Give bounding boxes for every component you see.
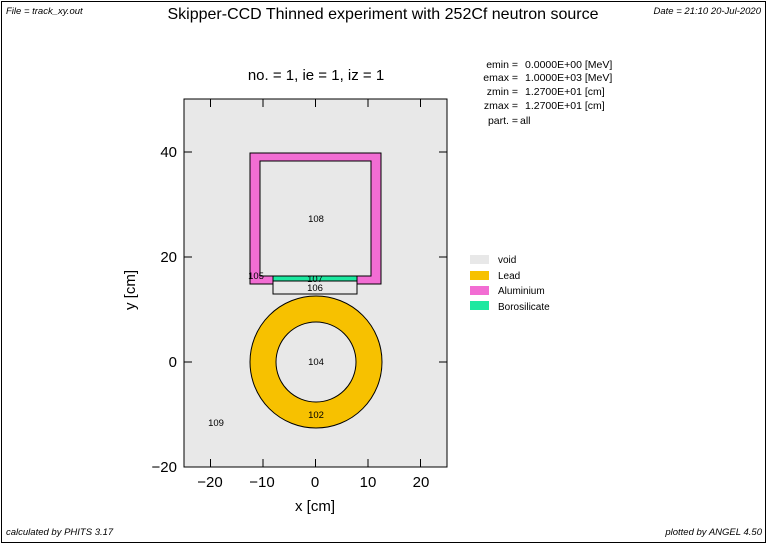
file-label: File = track_xy.out <box>6 6 83 17</box>
legend-swatch-lead <box>470 271 489 280</box>
param-value: 1.0000E+03 [MeV] <box>525 72 612 84</box>
x-tick-label: −20 <box>197 474 222 491</box>
legend: void Lead Aluminium Borosilicate <box>470 255 550 313</box>
geometry <box>249 152 383 429</box>
param-key: emax = <box>483 72 518 84</box>
x-tick-label: 20 <box>413 474 430 491</box>
footer-calculated-by: calculated by PHITS 3.17 <box>6 527 114 538</box>
legend-swatch-aluminium <box>470 286 489 295</box>
region-label-109: 109 <box>208 418 224 429</box>
date-label: Date = 21:10 20-Jul-2020 <box>654 6 762 17</box>
lead-ring <box>249 295 383 429</box>
x-axis-ticks <box>210 99 421 467</box>
param-key: zmin = <box>487 86 518 98</box>
param-value: 1.2700E+01 [cm] <box>525 100 605 112</box>
y-tick-label: 40 <box>160 144 177 161</box>
region-label-106: 106 <box>307 283 323 294</box>
legend-swatch-void <box>470 255 489 264</box>
footer-plotted-by: plotted by ANGEL 4.50 <box>664 527 762 538</box>
x-tick-label: 10 <box>360 474 377 491</box>
plot-subtitle: no. = 1, ie = 1, iz = 1 <box>248 67 384 84</box>
void-region-106 <box>272 280 358 295</box>
param-value: 1.2700E+01 [cm] <box>525 86 605 98</box>
region-label-104: 104 <box>308 357 324 368</box>
x-tick-label: 0 <box>311 474 319 491</box>
y-tick-label: 20 <box>160 249 177 266</box>
x-axis-label: x [cm] <box>295 498 335 515</box>
region-label-108: 108 <box>308 214 324 225</box>
param-key: part. = <box>488 115 518 127</box>
param-key: emin = <box>486 59 518 71</box>
region-label-107: 107 <box>307 274 323 285</box>
x-tick-label: −10 <box>249 474 274 491</box>
param-value: 0.0000E+00 [MeV] <box>525 59 612 71</box>
legend-label: void <box>498 255 516 266</box>
legend-label: Lead <box>498 271 520 282</box>
region-label-102: 102 <box>308 410 324 421</box>
region-label-105: 105 <box>248 271 264 282</box>
y-tick-label: −20 <box>152 459 177 476</box>
legend-swatch-borosilicate <box>470 301 489 310</box>
param-key: zmax = <box>484 100 518 112</box>
param-value: all <box>520 115 531 127</box>
legend-label: Borosilicate <box>498 302 550 313</box>
aluminium-box <box>249 152 382 285</box>
parameter-block: emin = 0.0000E+00 [MeV] emax = 1.0000E+0… <box>483 59 612 127</box>
page-title: Skipper-CCD Thinned experiment with 252C… <box>167 6 598 23</box>
y-axis-ticks <box>184 151 447 363</box>
y-axis-label: y [cm] <box>122 270 139 310</box>
y-tick-label: 0 <box>169 354 177 371</box>
legend-label: Aluminium <box>498 286 545 297</box>
